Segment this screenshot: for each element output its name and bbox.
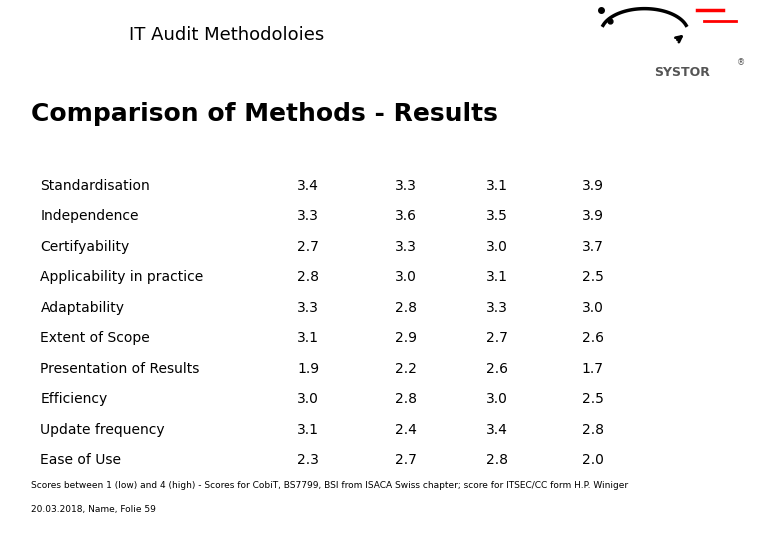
Text: 3.7: 3.7 <box>582 240 604 254</box>
Text: 3.4: 3.4 <box>486 422 509 436</box>
Text: Cobi.T: Cobi.T <box>282 148 334 163</box>
Text: Update frequency: Update frequency <box>41 422 165 436</box>
Text: 2.9: 2.9 <box>395 331 417 345</box>
Text: BSI: BSI <box>484 148 511 163</box>
Text: 2.8: 2.8 <box>395 392 417 406</box>
Text: 2.6: 2.6 <box>582 331 604 345</box>
Text: 2.5: 2.5 <box>582 271 604 285</box>
Text: Certifyability: Certifyability <box>41 240 129 254</box>
Text: 2.7: 2.7 <box>486 331 509 345</box>
Text: 3.9: 3.9 <box>582 179 604 193</box>
Text: 2.7: 2.7 <box>395 453 417 467</box>
Text: Adaptability: Adaptability <box>41 301 124 315</box>
Text: 2.8: 2.8 <box>582 422 604 436</box>
Text: 3.1: 3.1 <box>297 331 319 345</box>
Text: Ease of Use: Ease of Use <box>41 453 122 467</box>
Text: 3.9: 3.9 <box>582 210 604 224</box>
Text: Scores between 1 (low) and 4 (high) - Scores for CobiT, BS7799, BSI from ISACA S: Scores between 1 (low) and 4 (high) - Sc… <box>31 482 629 490</box>
Text: 3.3: 3.3 <box>395 240 417 254</box>
Text: Presentation of Results: Presentation of Results <box>41 362 200 376</box>
Text: Applicability in practice: Applicability in practice <box>41 271 204 285</box>
Text: 3.3: 3.3 <box>297 210 319 224</box>
Text: ®: ® <box>736 58 745 68</box>
Text: 20.03.2018, Name, Folie 59: 20.03.2018, Name, Folie 59 <box>31 505 156 514</box>
Text: 1.7: 1.7 <box>582 362 604 376</box>
Text: BS 7799: BS 7799 <box>372 148 439 163</box>
Text: 3.0: 3.0 <box>486 240 509 254</box>
Text: 3.0: 3.0 <box>486 392 509 406</box>
Text: ITSEC/CC: ITSEC/CC <box>556 148 629 163</box>
Text: Extent of Scope: Extent of Scope <box>41 331 151 345</box>
Text: 2.7: 2.7 <box>297 240 319 254</box>
Text: 3.5: 3.5 <box>486 210 509 224</box>
Text: SYSTOR: SYSTOR <box>654 66 710 79</box>
Text: 1.9: 1.9 <box>297 362 319 376</box>
Text: 2.2: 2.2 <box>395 362 417 376</box>
Text: 3.1: 3.1 <box>486 271 509 285</box>
Text: 3.6: 3.6 <box>395 210 417 224</box>
Text: 2.5: 2.5 <box>582 392 604 406</box>
Text: 2.0: 2.0 <box>582 453 604 467</box>
Text: 3.3: 3.3 <box>297 301 319 315</box>
Text: 3.0: 3.0 <box>582 301 604 315</box>
Text: 2.8: 2.8 <box>486 453 509 467</box>
Text: Efficiency: Efficiency <box>41 392 108 406</box>
Text: 2.6: 2.6 <box>486 362 509 376</box>
Text: 2.8: 2.8 <box>395 301 417 315</box>
Text: 3.3: 3.3 <box>395 179 417 193</box>
Text: Comparison of Methods - Results: Comparison of Methods - Results <box>31 103 498 126</box>
Text: Independence: Independence <box>41 210 139 224</box>
Text: 3.0: 3.0 <box>297 392 319 406</box>
Text: 2.4: 2.4 <box>395 422 417 436</box>
Text: 3.4: 3.4 <box>297 179 319 193</box>
Text: 3.1: 3.1 <box>297 422 319 436</box>
Text: IT Audit Methodoloies: IT Audit Methodoloies <box>129 26 324 44</box>
Text: 3.3: 3.3 <box>486 301 509 315</box>
Text: 2.3: 2.3 <box>297 453 319 467</box>
Text: Standardisation: Standardisation <box>41 179 151 193</box>
Text: 3.1: 3.1 <box>486 179 509 193</box>
Text: 3.0: 3.0 <box>395 271 417 285</box>
Text: 2.8: 2.8 <box>297 271 319 285</box>
